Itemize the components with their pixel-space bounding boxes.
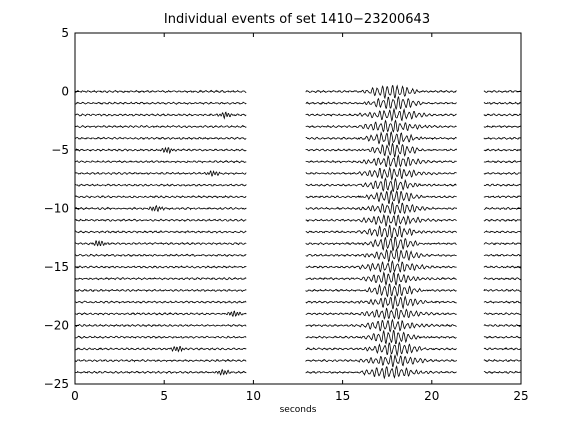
event-trace bbox=[74, 177, 522, 192]
y-tick-label: −5 bbox=[51, 143, 69, 157]
event-trace bbox=[74, 283, 521, 298]
event-trace bbox=[74, 329, 522, 345]
trace-group bbox=[74, 84, 522, 380]
event-trace bbox=[74, 271, 522, 286]
x-tick-label: 0 bbox=[71, 389, 79, 403]
event-trace bbox=[75, 200, 522, 216]
event-trace bbox=[74, 119, 521, 133]
y-tick-label: −15 bbox=[44, 260, 69, 274]
x-tick-label: 25 bbox=[513, 389, 528, 403]
event-trace bbox=[74, 95, 522, 111]
x-axis-label: seconds bbox=[280, 405, 317, 415]
event-trace bbox=[74, 236, 522, 252]
event-trace bbox=[74, 247, 522, 263]
y-tick-label: −10 bbox=[44, 202, 69, 216]
x-tick-label: 20 bbox=[424, 389, 439, 403]
x-tick-label: 5 bbox=[160, 389, 168, 403]
event-trace bbox=[75, 260, 521, 274]
event-trace bbox=[74, 224, 522, 239]
event-trace bbox=[74, 213, 521, 228]
y-tick-label: 5 bbox=[61, 26, 69, 40]
event-trace bbox=[74, 131, 522, 147]
y-tick-label: −25 bbox=[44, 377, 69, 391]
y-tick-label: −20 bbox=[44, 319, 69, 333]
event-trace bbox=[74, 142, 521, 158]
y-tick-label: 0 bbox=[61, 85, 69, 99]
event-trace bbox=[74, 307, 522, 320]
x-tick-label: 15 bbox=[335, 389, 350, 403]
event-trace bbox=[74, 153, 522, 168]
x-tick-label: 10 bbox=[246, 389, 261, 403]
event-trace bbox=[74, 354, 522, 368]
event-trace bbox=[74, 107, 521, 122]
event-trace bbox=[74, 341, 522, 357]
x-axis: 0 5 10 15 20 25 bbox=[71, 33, 529, 403]
chart-title: Individual events of set 1410−23200643 bbox=[164, 12, 430, 27]
event-trace bbox=[75, 84, 521, 100]
event-trace bbox=[74, 365, 521, 380]
event-trace bbox=[74, 318, 522, 333]
event-trace bbox=[74, 189, 521, 205]
y-axis: 5 0 −5 −10 −15 −20 −25 bbox=[44, 26, 521, 391]
event-trace bbox=[74, 166, 521, 182]
event-trace bbox=[74, 294, 522, 310]
